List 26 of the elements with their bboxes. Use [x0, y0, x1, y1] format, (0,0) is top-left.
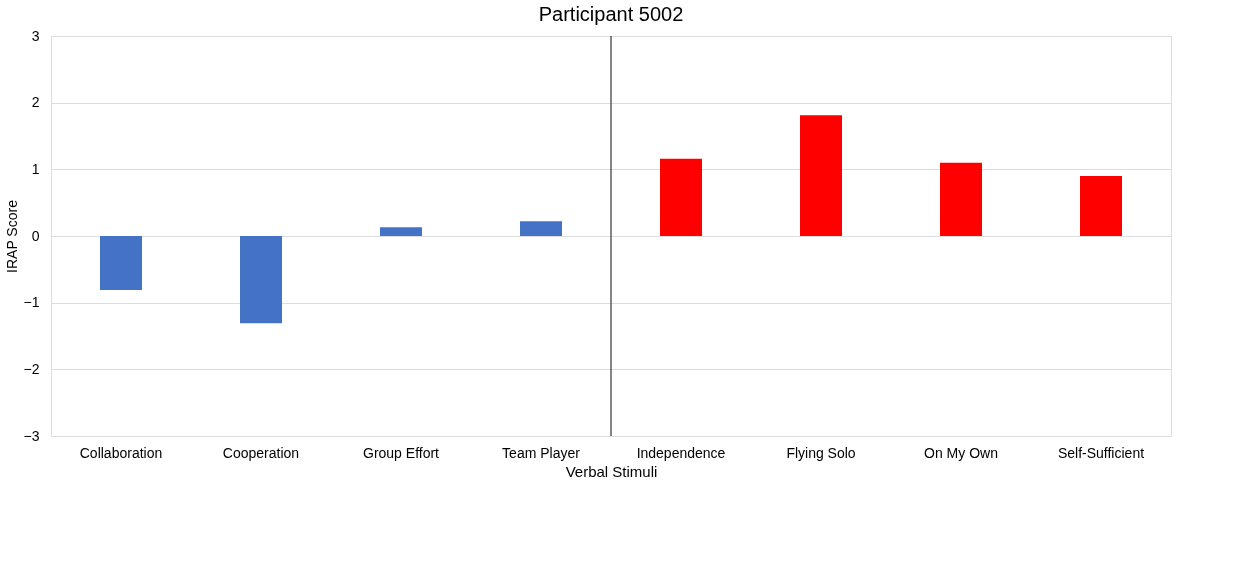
y-tick-label: 2 — [31, 94, 40, 111]
bar — [660, 158, 702, 236]
x-tick-label: Self-Sufficient — [1057, 444, 1145, 461]
bar — [380, 227, 422, 236]
bar — [800, 115, 842, 236]
y-tick-label: 1 — [31, 160, 40, 177]
y-axis-title: IRAP Score — [3, 199, 20, 273]
bar — [240, 236, 282, 324]
y-tick-label: 0 — [31, 227, 40, 244]
x-axis-title: Verbal Stimuli — [565, 462, 658, 480]
y-tick-label: 3 — [31, 27, 40, 44]
x-tick-label: Flying Solo — [786, 444, 856, 461]
x-tick-label: Independence — [636, 444, 726, 461]
y-tick-label: −2 — [23, 360, 40, 377]
bar — [520, 221, 562, 236]
y-tick-label: −1 — [23, 294, 40, 311]
chart-title: Participant 5002 — [538, 3, 684, 25]
bar — [100, 236, 142, 290]
bar — [1080, 176, 1122, 236]
x-tick-label: Team Player — [502, 444, 581, 461]
x-tick-label: Collaboration — [79, 444, 163, 461]
bar — [940, 162, 982, 236]
x-tick-label: On My Own — [924, 444, 998, 461]
x-tick-label: Group Effort — [362, 444, 440, 461]
y-tick-label: −3 — [23, 427, 40, 444]
x-tick-label: Cooperation — [222, 444, 300, 461]
